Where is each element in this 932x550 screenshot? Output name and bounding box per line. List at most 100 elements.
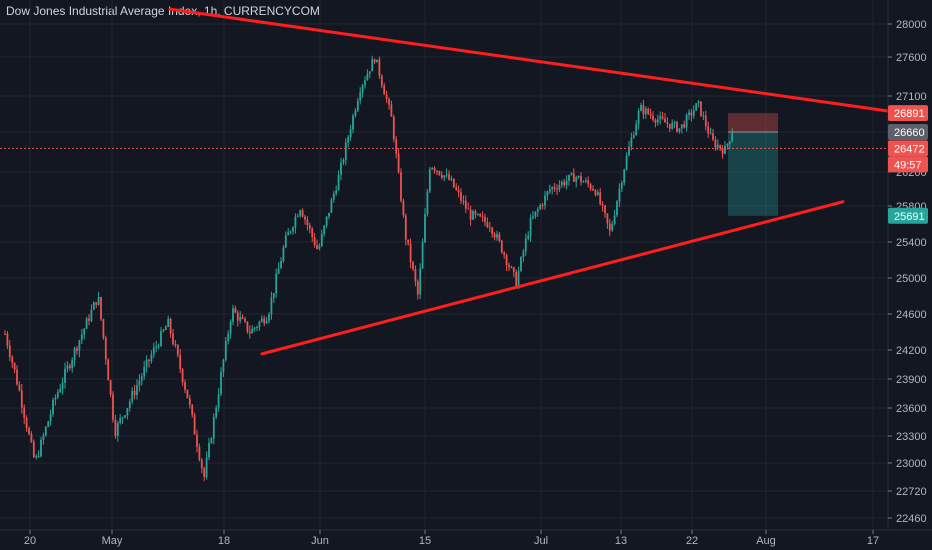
- candle-body: [464, 200, 467, 209]
- candle-body: [678, 128, 681, 132]
- candle-body: [248, 331, 251, 334]
- candle-body: [688, 112, 690, 116]
- candle-body: [169, 318, 172, 334]
- candle-body: [402, 200, 405, 216]
- candle-body: [313, 236, 316, 246]
- candle-body: [347, 137, 350, 143]
- candle-body: [20, 390, 23, 408]
- candle-body: [532, 216, 534, 219]
- candle-body: [702, 115, 705, 117]
- candle-body: [114, 419, 117, 437]
- candle-body: [128, 401, 131, 409]
- candle-body: [32, 441, 35, 458]
- candle-body: [572, 173, 575, 182]
- candle-body: [503, 252, 506, 256]
- price-tick-label: 27600: [896, 52, 927, 64]
- candle-body: [90, 309, 93, 321]
- price-tick-label: 23000: [896, 458, 927, 470]
- candle-body: [683, 124, 686, 128]
- candle-body: [80, 334, 83, 341]
- candle-body: [172, 333, 174, 344]
- candle-body: [181, 369, 184, 383]
- candle-body: [517, 270, 520, 287]
- candle-body: [481, 216, 484, 218]
- candle-body: [35, 456, 38, 458]
- candle-body: [680, 124, 683, 129]
- candle-body: [61, 382, 64, 389]
- candle-body: [66, 365, 69, 369]
- candle-body: [104, 337, 107, 360]
- short-position-tool: [0, 113, 888, 216]
- candle-body: [392, 116, 395, 140]
- countdown-badge: 49:57: [894, 159, 922, 171]
- candle-body: [508, 265, 510, 268]
- candle-body: [227, 333, 230, 341]
- candle-body: [385, 94, 388, 100]
- candle-body: [52, 399, 54, 415]
- candle-body: [440, 174, 443, 178]
- candle-body: [64, 368, 66, 383]
- candle-body: [143, 366, 146, 377]
- candle-body: [193, 415, 196, 435]
- candle-body: [421, 242, 424, 269]
- candle-body: [236, 312, 239, 321]
- price-tick-label: 23300: [896, 431, 927, 443]
- candle-body: [119, 418, 122, 423]
- candle-body: [484, 216, 486, 223]
- candle-body: [654, 119, 657, 123]
- candle-body: [272, 293, 275, 298]
- time-tick-label: 15: [419, 535, 431, 547]
- candle-body: [376, 59, 378, 63]
- candle-body: [188, 397, 191, 405]
- price-tick-label: 27100: [896, 91, 927, 103]
- candle-body: [577, 175, 580, 178]
- candle-body: [424, 214, 426, 243]
- candle-body: [332, 193, 335, 200]
- candle-body: [695, 103, 698, 111]
- candle-body: [551, 187, 554, 190]
- candle-body: [428, 169, 431, 192]
- candle-body: [438, 171, 441, 175]
- candle-body: [167, 318, 170, 327]
- candle-body: [176, 345, 179, 356]
- candle-body: [354, 110, 357, 116]
- candle-body: [479, 213, 482, 217]
- price-tick-label: 22460: [896, 513, 927, 525]
- candle-body: [419, 268, 422, 295]
- candle-body: [289, 231, 292, 233]
- candle-body: [174, 343, 177, 346]
- candle-body: [690, 112, 693, 116]
- candle-body: [380, 75, 383, 86]
- candle-body: [150, 354, 153, 362]
- candle-body: [719, 144, 722, 149]
- candle-body: [222, 359, 225, 373]
- candle-body: [239, 317, 242, 321]
- price-tick-label: 23900: [896, 374, 927, 386]
- candle-body: [335, 190, 338, 194]
- candle-body: [287, 232, 290, 236]
- candle-body: [30, 434, 33, 442]
- candle-body: [476, 213, 479, 215]
- candle-body: [467, 208, 470, 210]
- candle-body: [215, 407, 218, 418]
- candle-body: [395, 139, 398, 154]
- candle-body: [296, 215, 299, 217]
- candle-body: [704, 115, 707, 127]
- candle-body: [68, 365, 71, 369]
- candle-body: [450, 178, 453, 180]
- candle-body: [85, 318, 88, 329]
- candle-body: [601, 203, 604, 206]
- candle-body: [162, 329, 165, 332]
- candle-body: [148, 359, 150, 362]
- price-axis-background: [888, 0, 932, 550]
- candle-body: [604, 205, 606, 214]
- candle-body: [640, 105, 642, 111]
- candle-body: [714, 139, 717, 148]
- price-tick-label: 28000: [896, 19, 927, 31]
- trendline-resistance: [168, 7, 932, 119]
- candle-body: [102, 319, 105, 338]
- candle-body: [191, 404, 194, 416]
- candle-body: [328, 212, 330, 217]
- candle-body: [426, 191, 429, 215]
